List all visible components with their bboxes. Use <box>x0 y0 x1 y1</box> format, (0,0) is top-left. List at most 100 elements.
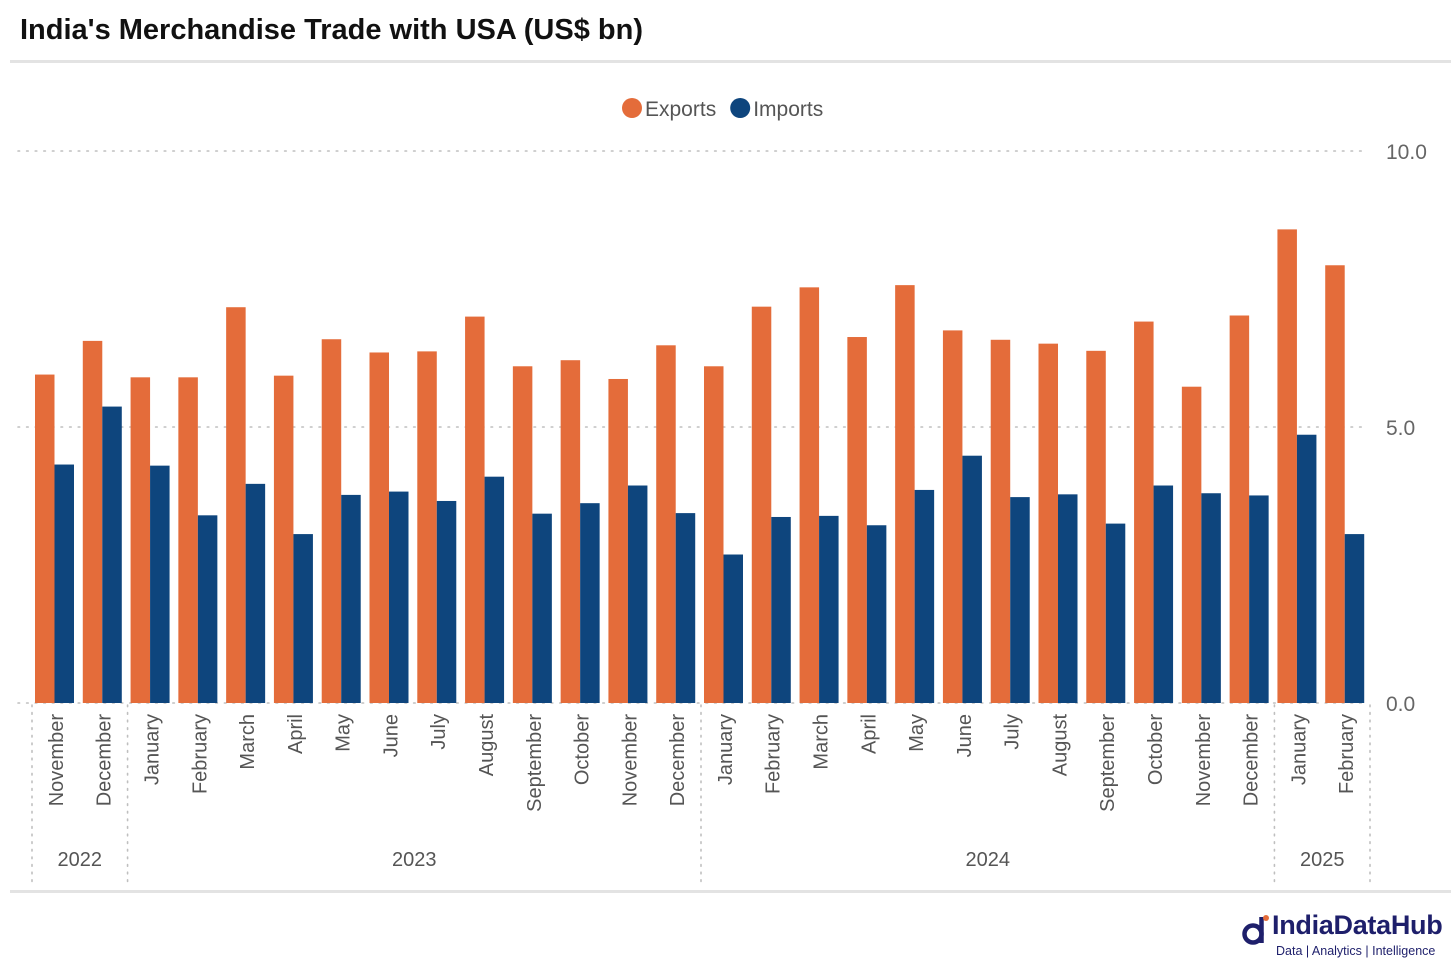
month-label: December <box>94 714 116 807</box>
year-label: 2024 <box>965 849 1010 871</box>
import-bar <box>245 483 266 703</box>
import-bar <box>866 525 887 703</box>
month-label: September <box>1097 714 1119 812</box>
year-label: 2022 <box>58 849 103 871</box>
month-label: January <box>1288 714 1310 785</box>
export-bar <box>1229 315 1250 703</box>
month-label: April <box>285 714 307 754</box>
import-bar <box>532 513 552 703</box>
import-bar <box>1249 495 1269 703</box>
import-bar <box>150 465 170 703</box>
export-bar <box>465 316 485 703</box>
month-label: November <box>619 714 641 807</box>
month-label: March <box>810 714 832 770</box>
import-bar <box>819 515 839 703</box>
month-label: July <box>428 714 450 750</box>
y-tick-label: 10.0 <box>1386 141 1427 164</box>
import-bar <box>484 476 505 703</box>
month-label: November <box>1193 714 1215 807</box>
month-label: June <box>380 714 402 757</box>
import-bar <box>1058 494 1078 703</box>
export-bar <box>273 375 294 703</box>
month-label: September <box>524 714 546 812</box>
legend-label: Imports <box>753 98 823 121</box>
export-bar <box>895 285 915 703</box>
import-bar <box>1105 523 1126 703</box>
export-bar <box>799 287 820 703</box>
import-bar <box>341 494 361 703</box>
import-bar <box>436 500 457 703</box>
export-bar <box>990 339 1011 703</box>
import-bar <box>1201 493 1221 703</box>
month-label: December <box>667 714 689 807</box>
month-label: October <box>572 714 594 785</box>
import-bar <box>389 491 409 703</box>
month-label: April <box>858 714 880 754</box>
y-tick-label: 5.0 <box>1386 417 1415 440</box>
export-bar <box>321 339 342 703</box>
export-bar <box>130 377 151 703</box>
month-label: March <box>237 714 259 770</box>
import-bar <box>197 515 218 703</box>
month-label: February <box>763 714 785 794</box>
month-label: May <box>333 714 355 752</box>
export-bar <box>608 378 628 703</box>
year-label: 2025 <box>1300 849 1345 871</box>
import-bar <box>675 513 696 703</box>
month-label: February <box>189 714 211 794</box>
import-bar <box>1296 434 1317 703</box>
export-bar <box>1181 386 1202 703</box>
export-bar <box>417 351 437 703</box>
export-bar <box>704 366 724 703</box>
export-bar <box>178 377 198 703</box>
import-bar <box>962 455 982 703</box>
month-label: January <box>715 714 737 785</box>
import-bar <box>54 464 74 703</box>
indiadatahub-logo: IndiaDataHub Data | Analytics | Intellig… <box>1240 910 1450 962</box>
legend-label: Exports <box>645 98 716 121</box>
month-label: August <box>476 714 498 777</box>
export-bar <box>1325 265 1345 703</box>
export-bar <box>82 340 103 703</box>
export-bar <box>1086 350 1106 703</box>
y-tick-label: 0.0 <box>1386 693 1415 716</box>
export-bar <box>1038 343 1058 703</box>
import-bar <box>627 485 648 703</box>
logo-name: IndiaDataHub <box>1272 910 1443 940</box>
import-bar <box>1344 534 1365 703</box>
import-bar <box>914 489 935 703</box>
import-bar <box>1010 497 1030 703</box>
month-label: December <box>1241 714 1263 807</box>
month-label: October <box>1145 714 1167 785</box>
month-label: August <box>1049 714 1071 777</box>
bottom-divider <box>10 890 1451 893</box>
chart-title: India's Merchandise Trade with USA (US$ … <box>20 14 643 46</box>
month-label: January <box>141 714 163 785</box>
import-bar <box>1153 485 1174 703</box>
export-bar <box>942 330 963 703</box>
top-divider <box>10 60 1451 63</box>
month-label: June <box>954 714 976 757</box>
export-bar <box>226 307 246 703</box>
export-bar <box>369 352 389 703</box>
import-bar <box>293 534 313 703</box>
month-label: July <box>1002 714 1024 750</box>
logo-mark-icon <box>1242 915 1269 945</box>
year-label: 2023 <box>392 849 437 871</box>
export-bar <box>656 345 676 703</box>
month-label: November <box>46 714 68 807</box>
month-label: May <box>906 714 928 752</box>
export-bar <box>751 306 772 703</box>
logo-tagline: Data | Analytics | Intelligence <box>1276 944 1436 958</box>
export-bar <box>847 337 867 703</box>
import-bar <box>102 406 122 703</box>
export-bar <box>35 374 55 703</box>
import-bar <box>771 516 791 703</box>
month-label: February <box>1336 714 1358 794</box>
export-bar <box>512 366 533 703</box>
import-bar <box>723 554 743 703</box>
export-bar <box>560 360 581 703</box>
legend-marker <box>730 98 751 118</box>
bar-chart: 10.0 5.0 0.0 November December January Februar… <box>17 98 1427 883</box>
import-bar <box>580 503 600 703</box>
